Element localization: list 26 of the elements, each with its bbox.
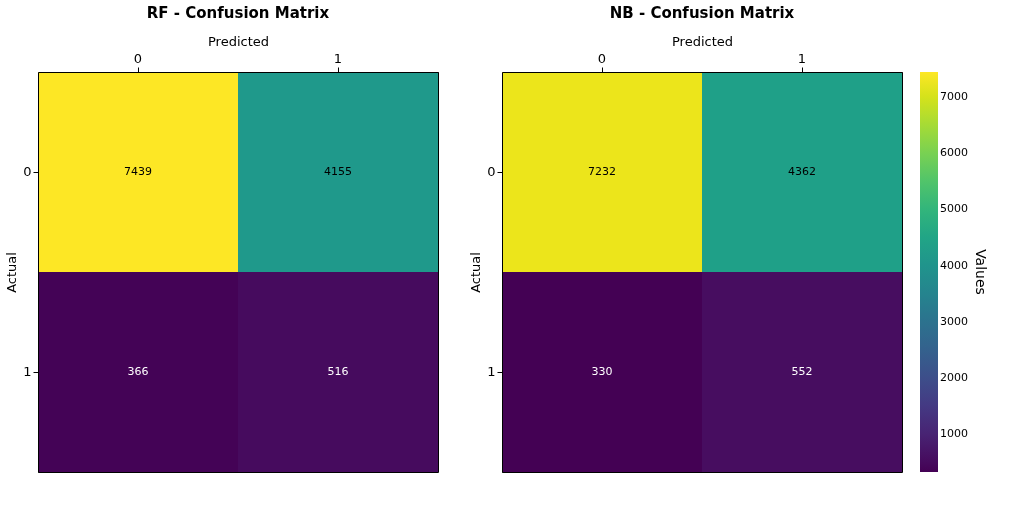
color-bar-label: 3000 xyxy=(940,314,968,328)
data-label: 7439 xyxy=(124,165,152,178)
x-tick-label: 1 xyxy=(797,50,807,66)
data-label: 330 xyxy=(591,365,613,378)
y-axis-title: Actual xyxy=(468,252,484,293)
y-axis-title: Actual xyxy=(4,252,20,293)
x-tick-label: 0 xyxy=(597,50,607,66)
data-label: 516 xyxy=(327,365,349,378)
x-axis-title: Predicted xyxy=(207,33,270,49)
color-bar-label: 4000 xyxy=(940,258,968,272)
x-axis-title: Predicted xyxy=(671,33,734,49)
data-label: 366 xyxy=(127,365,149,378)
x-tick-label: 1 xyxy=(333,50,343,66)
color-bar-title: Values xyxy=(973,249,989,295)
color-bar-label: 2000 xyxy=(940,371,968,385)
color-bar-label: 1000 xyxy=(940,427,968,441)
x-tick-label: 0 xyxy=(133,50,143,66)
data-label: 4155 xyxy=(324,165,352,178)
data-label: 552 xyxy=(791,365,813,378)
color-bar-label: 6000 xyxy=(940,145,968,159)
chart-title: RF - Confusion Matrix xyxy=(146,4,330,22)
color-bar-label: 5000 xyxy=(940,202,968,216)
data-label: 4362 xyxy=(788,165,816,178)
color-bar-label: 7000 xyxy=(940,89,968,103)
data-label: 7232 xyxy=(588,165,616,178)
chart-title: NB - Confusion Matrix xyxy=(609,4,795,22)
